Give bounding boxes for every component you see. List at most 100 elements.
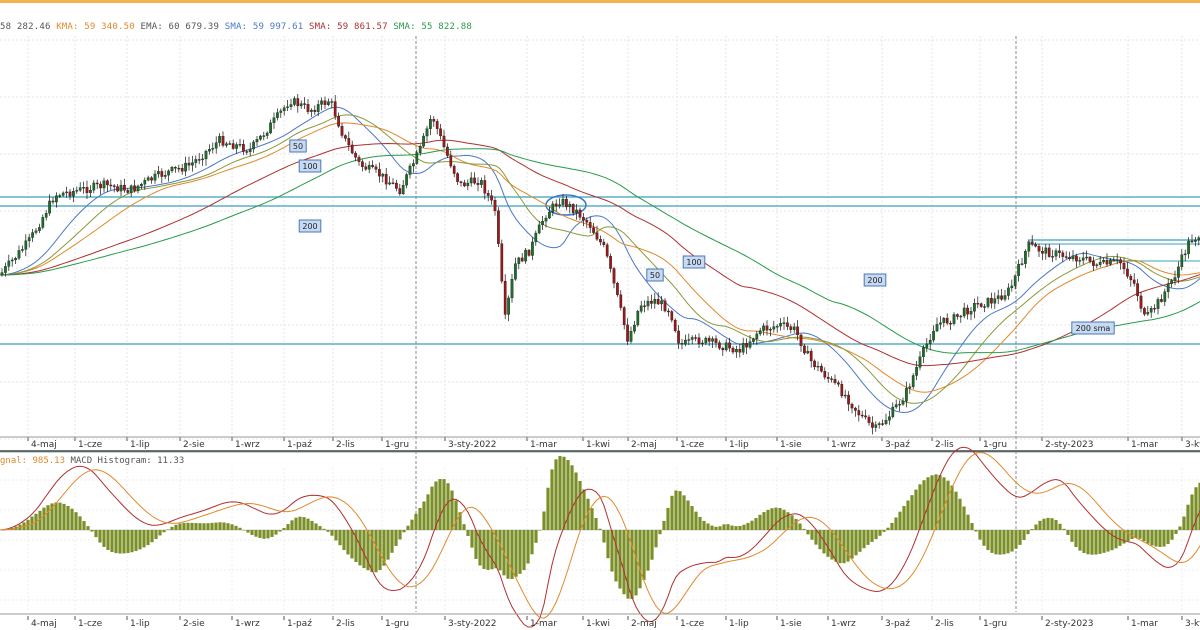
macd-histogram-bar xyxy=(870,530,874,542)
macd-histogram-bar xyxy=(166,529,170,530)
candle-body xyxy=(1177,266,1180,278)
x-tick-label: 1-mar xyxy=(1131,440,1158,450)
candle-body xyxy=(775,326,779,328)
macd-histogram-bar xyxy=(662,520,666,530)
macd-histogram-bar xyxy=(1194,487,1198,530)
candle-body xyxy=(701,342,704,345)
candle-body xyxy=(480,180,483,185)
macd-histogram-bar xyxy=(758,514,762,530)
x-tick-label: 1-wrz xyxy=(235,440,260,450)
macd-histogram-bar xyxy=(170,526,174,530)
x-tick-label: 2-lis xyxy=(336,440,355,450)
candle-body xyxy=(163,175,167,177)
macd-histogram-bar xyxy=(802,528,806,530)
candle-body xyxy=(731,347,735,353)
candle-body xyxy=(1129,276,1133,281)
macd-histogram-bar xyxy=(558,456,562,530)
candle-body xyxy=(133,185,136,191)
macd-histogram-bar xyxy=(1102,530,1106,553)
candle-body xyxy=(262,135,266,137)
macd-histogram-bar xyxy=(74,512,78,530)
macd-histogram-bar xyxy=(762,512,766,530)
candle-body xyxy=(1173,277,1177,281)
x-tick-label: 4-maj xyxy=(31,440,57,450)
candle-body xyxy=(1068,257,1071,260)
candle-body xyxy=(527,249,531,256)
candle-body xyxy=(755,333,759,340)
macd-histogram-bar xyxy=(982,530,986,546)
candle-body xyxy=(75,190,79,192)
candle-body xyxy=(507,297,510,315)
candle-body xyxy=(680,343,684,345)
candle-body xyxy=(1088,256,1092,262)
candle-body xyxy=(170,167,174,172)
candle-body xyxy=(473,177,476,184)
candle-body xyxy=(762,325,765,331)
candle-body xyxy=(78,187,82,191)
macd-histogram-bar xyxy=(1186,504,1190,530)
candle-body xyxy=(976,303,980,305)
macd-histogram-bar xyxy=(178,523,182,530)
macd-histogram-bar xyxy=(382,530,386,566)
candle-body xyxy=(908,386,912,389)
macd-histogram-bar xyxy=(298,516,302,530)
candle-body xyxy=(830,378,833,380)
ma-200-line xyxy=(0,139,1200,367)
candle-body xyxy=(106,180,109,186)
candle-body xyxy=(337,116,340,127)
candle-body xyxy=(323,100,327,105)
candle-body xyxy=(1078,260,1082,262)
candle-body xyxy=(211,148,215,150)
candle-body xyxy=(789,326,793,330)
macd-histogram-bar xyxy=(1110,530,1114,551)
macd-histogram-bar xyxy=(1130,530,1134,539)
x-tick-label: 3-sty-2022 xyxy=(448,619,497,629)
candle-body xyxy=(14,258,17,261)
candle-body xyxy=(568,204,572,208)
candle-body xyxy=(279,110,283,113)
svg-text:200 sma: 200 sma xyxy=(1076,324,1111,333)
candle-body xyxy=(945,317,949,324)
macd-histogram-bar xyxy=(702,520,706,530)
macd-histogram-bar xyxy=(766,509,770,530)
macd-histogram-bar xyxy=(230,524,234,530)
candle-body xyxy=(245,151,249,153)
macd-histogram-bar xyxy=(578,480,582,530)
candle-body xyxy=(769,328,772,331)
macd-histogram-value: MACD Histogram: 11.33 xyxy=(70,456,185,466)
macd-histogram-bar xyxy=(830,530,834,560)
candle-body xyxy=(490,195,493,201)
candle-body xyxy=(357,157,361,162)
candle-body xyxy=(888,416,891,421)
candle-body xyxy=(813,360,816,368)
x-tick-label: 2-maj xyxy=(631,619,657,629)
candle-body xyxy=(116,186,119,192)
candle-body xyxy=(1085,256,1088,259)
macd-histogram-bar xyxy=(270,530,274,537)
macd-histogram-bar xyxy=(406,525,410,530)
candle-body xyxy=(752,338,755,342)
candle-body xyxy=(561,198,565,205)
macd-histogram-bar xyxy=(862,530,866,549)
x-tick-label: 3-sty-2022 xyxy=(448,440,497,450)
candle-body xyxy=(806,351,810,354)
macd-histogram-bar xyxy=(306,518,310,530)
x-tick-label: 2-sty-2023 xyxy=(1045,440,1094,450)
macd-histogram-bar xyxy=(1082,530,1086,553)
x-tick-label: 2-lis xyxy=(336,619,355,629)
candle-body xyxy=(497,210,500,244)
candle-body xyxy=(673,319,677,332)
candle-body xyxy=(208,149,211,152)
macd-histogram-bar xyxy=(598,528,602,530)
macd-histogram-bar xyxy=(454,500,458,530)
candle-body xyxy=(1122,262,1126,270)
macd-histogram-bar xyxy=(990,530,994,553)
macd-histogram-bar xyxy=(174,524,178,530)
macd-histogram-bar xyxy=(390,530,394,553)
macd-histogram-bar xyxy=(666,507,670,530)
candle-body xyxy=(123,184,126,191)
candle-body xyxy=(177,167,181,170)
candle-body xyxy=(1136,283,1139,297)
candle-body xyxy=(483,180,487,194)
